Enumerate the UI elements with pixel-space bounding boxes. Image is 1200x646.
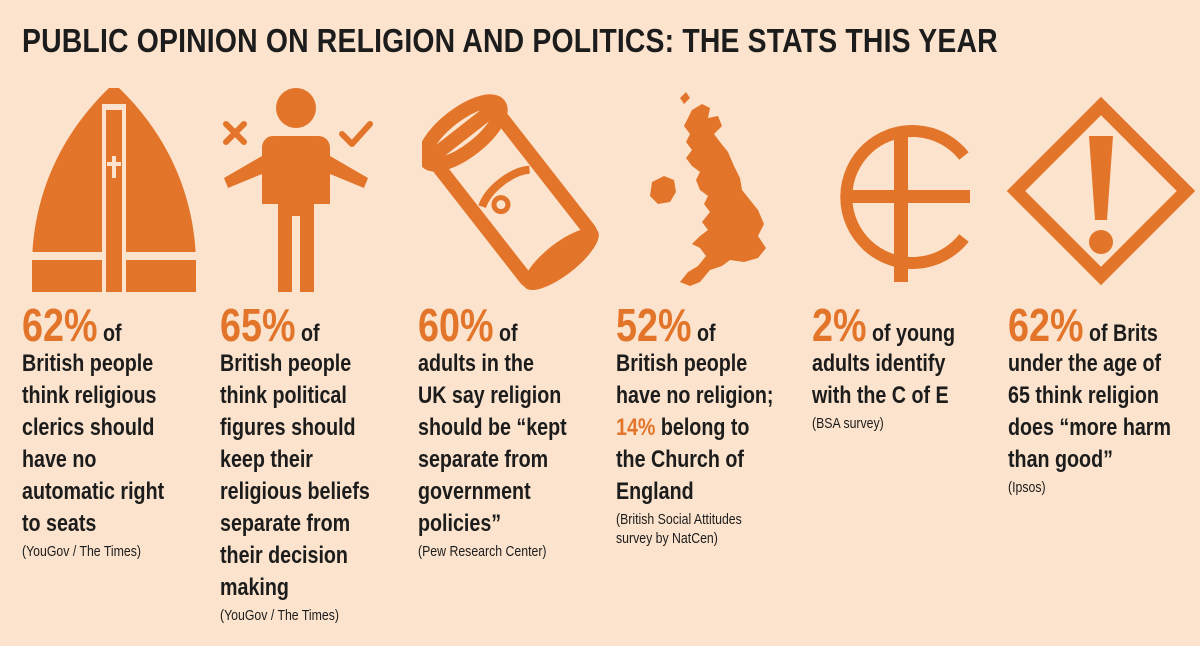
stat-percent: 2% xyxy=(812,299,867,351)
stat-source: (Pew Research Center) xyxy=(418,543,547,560)
stat-percent: 62% xyxy=(22,299,98,351)
stat-column-6: 62% of Brits under the age of 65 think r… xyxy=(1000,0,1200,646)
stat-source: (BSA survey) xyxy=(812,415,884,432)
stat-text-3: 60% of adults in the UK say religion sho… xyxy=(418,302,607,561)
stat-text-6: 62% of Brits under the age of 65 think r… xyxy=(1008,302,1197,497)
stat-percent: 62% xyxy=(1008,299,1084,351)
warning-diamond-icon xyxy=(1006,86,1196,296)
stat-column-1: 62% of British people think religious cl… xyxy=(0,0,200,646)
epsilon-cross-icon xyxy=(814,86,994,296)
stat-source: (YouGov / The Times) xyxy=(22,543,141,560)
stat-highlight: 14% xyxy=(616,414,656,441)
stat-text-5: 2% of young adults identify with the C o… xyxy=(812,302,1001,433)
stat-source: (YouGov / The Times) xyxy=(220,607,339,624)
stat-text-2: 65% of British people think political fi… xyxy=(220,302,409,625)
stat-percent: 65% xyxy=(220,299,296,351)
stat-column-3: 60% of adults in the UK say religion sho… xyxy=(400,0,600,646)
page-title: PUBLIC OPINION ON RELIGION AND POLITICS:… xyxy=(22,22,998,59)
stat-percent: 52% xyxy=(616,299,692,351)
stat-text-4: 52% of British people have no religion; … xyxy=(616,302,805,548)
scroll-icon xyxy=(422,86,602,296)
stat-percent: 60% xyxy=(418,299,494,351)
person-choice-icon xyxy=(218,86,398,296)
stat-column-2: 65% of British people think political fi… xyxy=(200,0,400,646)
stat-column-5: 2% of young adults identify with the C o… xyxy=(800,0,1000,646)
uk-map-icon xyxy=(630,86,780,296)
stat-text-1: 62% of British people think religious cl… xyxy=(22,302,211,561)
stat-source: (Ipsos) xyxy=(1008,479,1046,496)
stat-column-4: 52% of British people have no religion; … xyxy=(600,0,800,646)
stat-source: survey by NatCen) xyxy=(616,530,718,547)
mitre-icon xyxy=(24,86,204,296)
stat-source: (British Social Attitudes xyxy=(616,511,742,528)
